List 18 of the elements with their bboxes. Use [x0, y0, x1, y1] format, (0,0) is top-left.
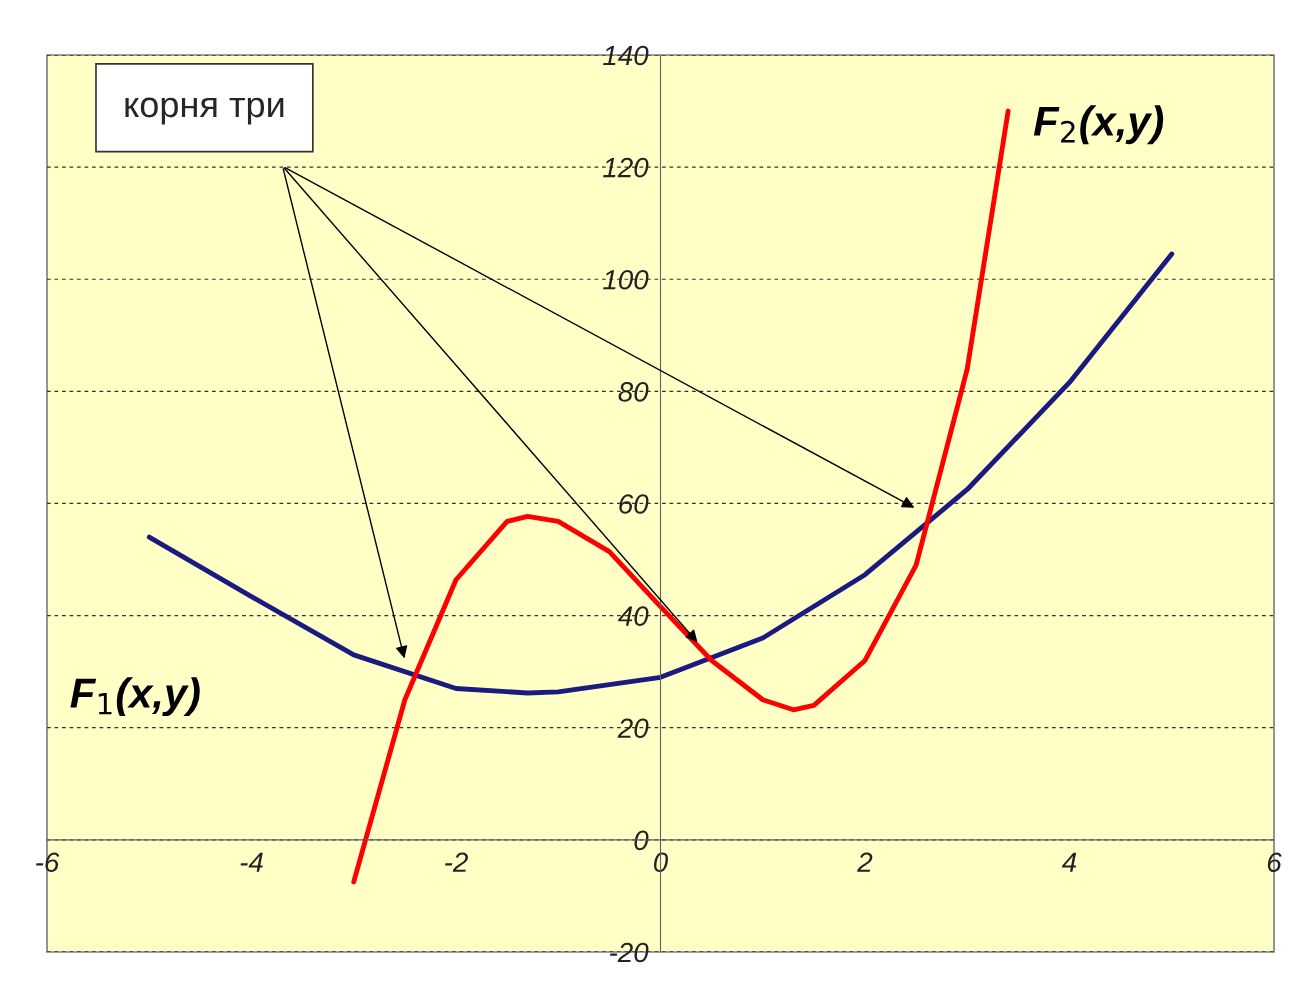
x-tick-label: -6 [36, 852, 60, 873]
y-tick-label: 60 [619, 494, 649, 514]
text: F$_{1}$(x,y) [70, 677, 200, 717]
series-label: F$_{2}$(x,y) [1033, 105, 1164, 145]
x-tick-label: 4 [1061, 852, 1077, 872]
y-tick-label: 100 [603, 269, 649, 290]
y-tick-label: 120 [603, 157, 649, 178]
x-tick-label: -2 [445, 852, 468, 872]
y-tick-label: 20 [617, 718, 649, 739]
y-tick-label: 80 [618, 382, 649, 402]
x-tick-label: -4 [240, 852, 263, 872]
x-tick-label: 6 [1267, 852, 1282, 873]
y-tick-label: 40 [617, 606, 649, 626]
x-tick-label: 2 [857, 852, 873, 872]
annotation: корня три [125, 97, 284, 125]
y-tick-label: -20 [609, 942, 649, 963]
line-series [351, 108, 1011, 885]
y-tick-label: 140 [603, 45, 649, 66]
